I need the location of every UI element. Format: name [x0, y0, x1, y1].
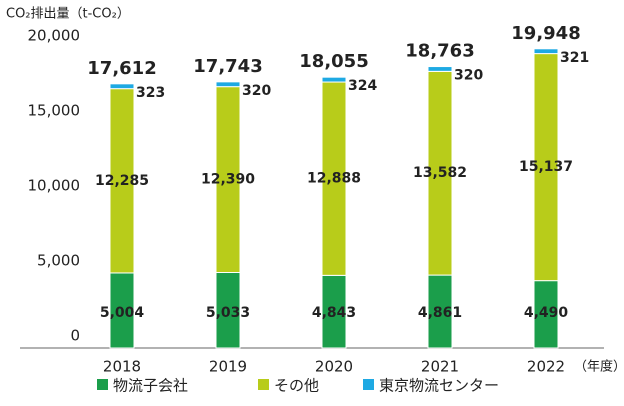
x-tick-label: 2018: [103, 358, 141, 376]
bar-segment: [321, 76, 347, 83]
value-label: 4,490: [524, 305, 569, 321]
bar-segment: [321, 81, 347, 276]
legend-swatch: [363, 379, 374, 390]
bar-segment: [533, 48, 559, 55]
value-label: 5,004: [100, 305, 145, 321]
y-axis-label: CO₂排出量（t-CO₂）: [6, 7, 130, 22]
x-tick-label: 2020: [315, 358, 353, 376]
value-label: 320: [242, 83, 271, 99]
total-label: 17,743: [193, 56, 262, 77]
bar-segment: [427, 70, 453, 276]
value-label: 320: [454, 68, 483, 84]
legend-label: 東京物流センター: [379, 377, 499, 395]
y-tick-label: 0: [70, 327, 80, 345]
bar-segment: [321, 274, 347, 349]
y-tick-label: 15,000: [28, 102, 81, 120]
total-label: 18,055: [299, 51, 368, 72]
bar-segment: [109, 272, 135, 349]
value-label: 12,285: [95, 173, 149, 189]
legend-label: その他: [274, 377, 319, 395]
bar-segment: [533, 280, 559, 349]
value-label: 323: [136, 85, 165, 101]
x-tick-label: 2022: [527, 358, 565, 376]
legend-swatch: [258, 379, 269, 390]
value-label: 5,033: [206, 305, 250, 321]
legend-label: 物流子会社: [113, 377, 188, 395]
value-label: 15,137: [519, 159, 573, 175]
total-label: 18,763: [405, 41, 474, 62]
x-tick-label: 2019: [209, 358, 247, 376]
y-tick-label: 5,000: [37, 252, 80, 270]
value-label: 12,390: [201, 172, 255, 188]
x-tick-label: 2021: [421, 358, 459, 376]
total-label: 19,948: [511, 23, 580, 44]
bar-segment: [109, 83, 135, 90]
value-label: 4,843: [312, 305, 356, 321]
x-axis-label: （年度）: [574, 359, 624, 375]
value-label: 12,888: [307, 171, 361, 187]
value-label: 13,582: [413, 165, 467, 181]
total-label: 17,612: [87, 58, 156, 79]
bar-segment: [427, 274, 453, 349]
value-label: 324: [348, 78, 377, 94]
y-tick-label: 20,000: [28, 27, 81, 45]
bar-segment: [533, 53, 559, 282]
bar-segment: [215, 81, 241, 88]
bar-segment: [109, 88, 135, 274]
y-tick-label: 10,000: [28, 177, 81, 195]
bar-segment: [215, 86, 241, 274]
value-label: 4,861: [418, 305, 462, 321]
legend-swatch: [97, 379, 108, 390]
bar-segment: [427, 66, 453, 72]
value-label: 321: [560, 50, 589, 66]
